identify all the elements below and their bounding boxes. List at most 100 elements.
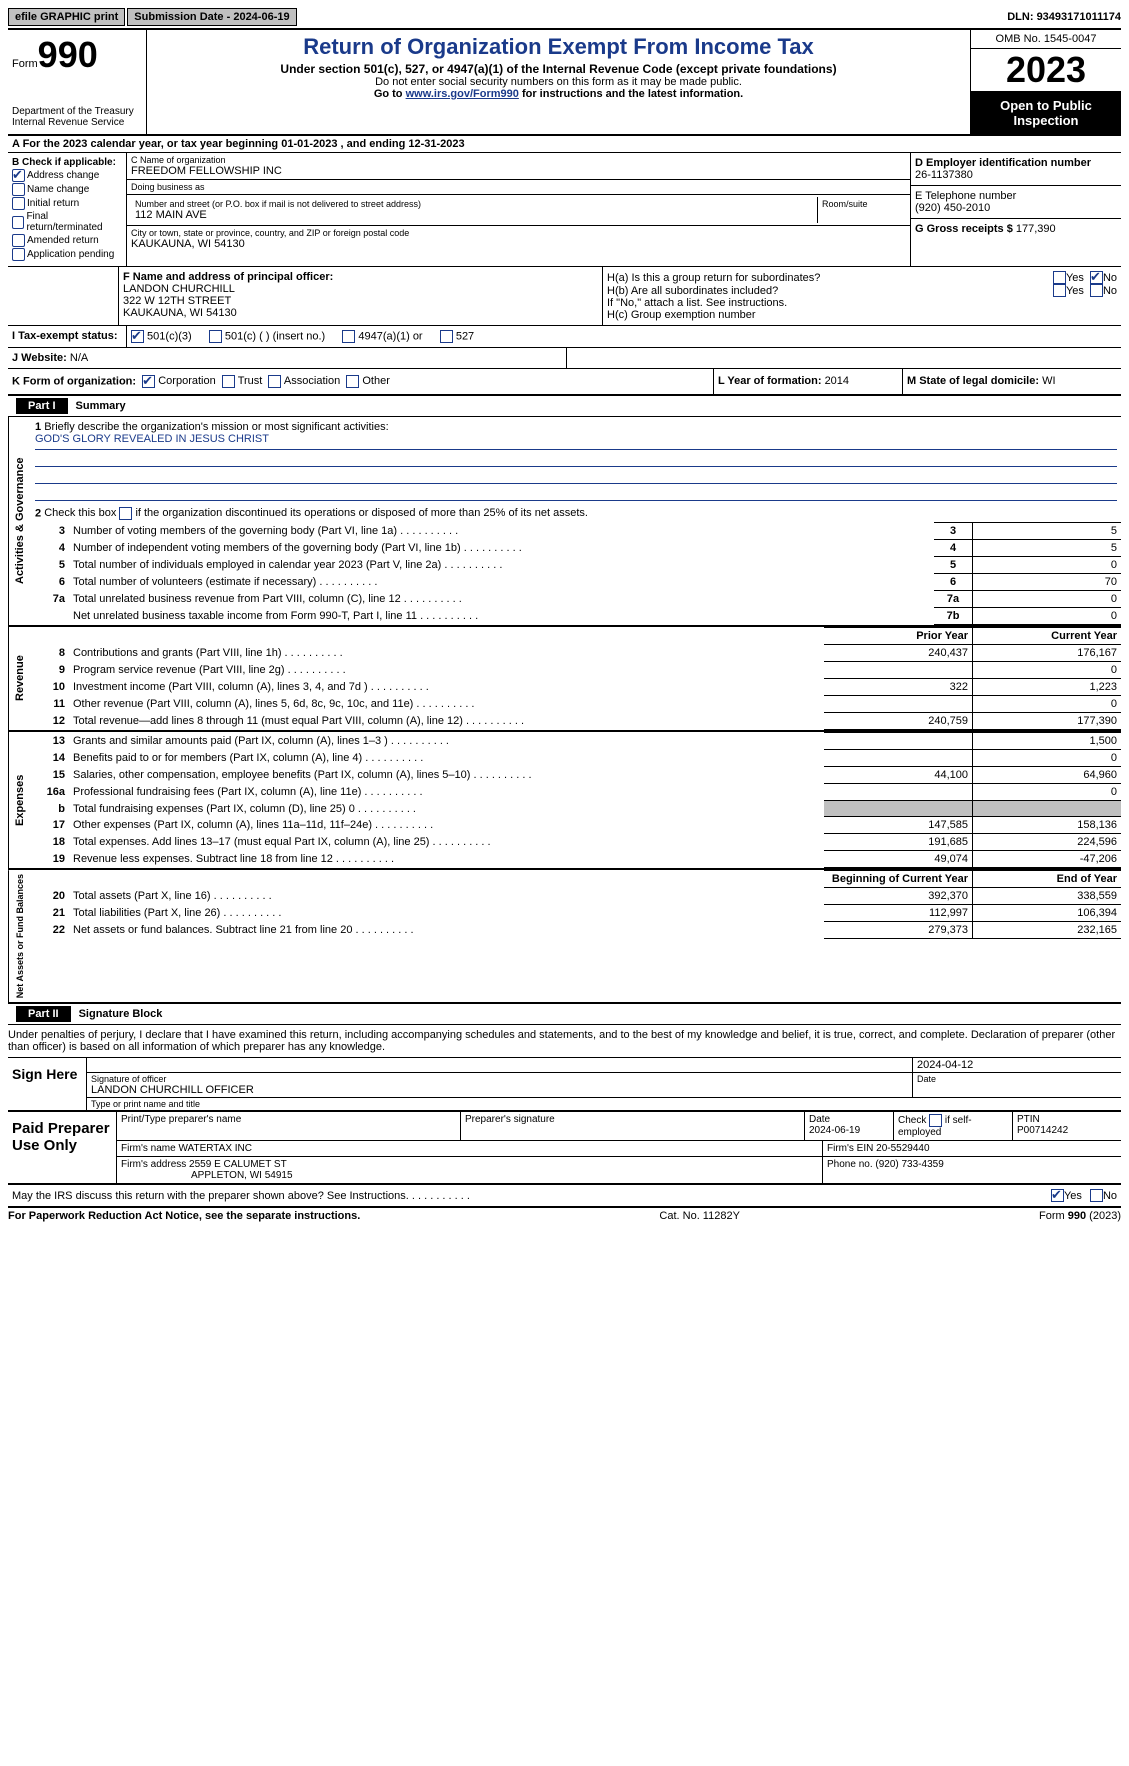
dba-lbl: Doing business as: [131, 182, 906, 192]
table-row: 12Total revenue—add lines 8 through 11 (…: [31, 713, 1121, 730]
form-org-opt: Other: [340, 375, 390, 387]
ha-yes-cbx[interactable]: [1053, 271, 1066, 284]
room-lbl: Room/suite: [822, 199, 902, 209]
ptin-val: P00714242: [1017, 1125, 1068, 1136]
city-lbl: City or town, state or province, country…: [131, 228, 906, 238]
year-formation-val: 2014: [825, 375, 849, 387]
table-row: 9Program service revenue (Part VIII, lin…: [31, 662, 1121, 679]
discuss-row: May the IRS discuss this return with the…: [8, 1185, 1121, 1208]
ha-no-cbx[interactable]: [1090, 271, 1103, 284]
section-bcd: B Check if applicable: Address changeNam…: [8, 153, 1121, 267]
discuss-no-cbx[interactable]: [1090, 1189, 1103, 1202]
sig-date-lbl: Date: [917, 1074, 1117, 1084]
tax-year: 2023: [971, 49, 1121, 92]
firm-addr-lbl: Firm's address: [121, 1159, 189, 1170]
table-row: 7aTotal unrelated business revenue from …: [31, 591, 1121, 608]
checkbox[interactable]: [12, 234, 25, 247]
checkbox[interactable]: [12, 248, 25, 261]
self-emp-cbx[interactable]: [929, 1114, 942, 1127]
box-b-item: Address change: [12, 169, 122, 182]
header-sub3: Go to www.irs.gov/Form990 for instructio…: [151, 88, 966, 100]
part1-header: Part I Summary: [8, 396, 1121, 417]
checkbox[interactable]: [12, 183, 25, 196]
checkbox[interactable]: [131, 330, 144, 343]
checkbox[interactable]: [268, 375, 281, 388]
irs-link[interactable]: www.irs.gov/Form990: [406, 88, 519, 100]
checkbox[interactable]: [12, 169, 25, 182]
part1-title: Summary: [76, 400, 126, 412]
part2-title: Signature Block: [79, 1008, 163, 1020]
box-c: C Name of organization FREEDOM FELLOWSHI…: [127, 153, 911, 266]
box-b: B Check if applicable: Address changeNam…: [8, 153, 127, 266]
sign-here-block: Sign Here 2024-04-12 Signature of office…: [8, 1058, 1121, 1112]
efile-btn[interactable]: efile GRAPHIC print: [8, 8, 125, 26]
section-fh: F Name and address of principal officer:…: [8, 267, 1121, 326]
governance-section: Activities & Governance 1 Briefly descri…: [8, 417, 1121, 627]
prep-name-lbl: Print/Type preparer's name: [117, 1112, 461, 1140]
officer-name: LANDON CHURCHILL: [123, 283, 598, 295]
ptin-lbl: PTIN: [1017, 1114, 1040, 1125]
prep-date-lbl: Date: [809, 1114, 830, 1125]
box-b-item: Application pending: [12, 248, 122, 261]
discuss-yes-cbx[interactable]: [1051, 1189, 1064, 1202]
ein-val: 26-1137380: [915, 169, 1117, 181]
checkbox[interactable]: [342, 330, 355, 343]
type-name-lbl: Type or print name and title: [91, 1099, 1117, 1109]
table-row: 22Net assets or fund balances. Subtract …: [31, 922, 1121, 939]
table-row: 8Contributions and grants (Part VIII, li…: [31, 645, 1121, 662]
tax-status-opt: 501(c)(3): [131, 330, 201, 343]
hb-lbl: H(b) Are all subordinates included?: [607, 285, 1053, 297]
checkbox[interactable]: [12, 197, 25, 210]
table-row: 14Benefits paid to or for members (Part …: [31, 750, 1121, 767]
discuss-text: May the IRS discuss this return with the…: [12, 1190, 1051, 1202]
receipts-val: 177,390: [1016, 223, 1056, 235]
form-footer: Form 990 (2023): [1039, 1210, 1121, 1222]
checkbox[interactable]: [142, 375, 155, 388]
phone-val: (920) 450-2010: [915, 202, 1117, 214]
expenses-table: 13Grants and similar amounts paid (Part …: [31, 732, 1121, 868]
state-domicile-lbl: M State of legal domicile:: [907, 375, 1042, 387]
line2-cbx[interactable]: [119, 507, 132, 520]
line1-lbl: Briefly describe the organization's miss…: [44, 421, 388, 433]
side-revenue: Revenue: [8, 627, 31, 730]
checkbox[interactable]: [440, 330, 453, 343]
checkbox[interactable]: [222, 375, 235, 388]
form-number: 990: [38, 34, 98, 75]
hb-no-cbx[interactable]: [1090, 284, 1103, 297]
row-klm: K Form of organization: Corporation Trus…: [8, 369, 1121, 396]
preparer-block: Paid Preparer Use Only Print/Type prepar…: [8, 1112, 1121, 1185]
line2-lbl: Check this box if the organization disco…: [44, 507, 588, 519]
box-b-title: B Check if applicable:: [12, 157, 122, 168]
part2-header: Part II Signature Block: [8, 1004, 1121, 1025]
self-employed: Check if self-employed: [894, 1112, 1013, 1140]
firm-name-lbl: Firm's name: [121, 1143, 178, 1154]
form-org-opt: Trust: [216, 375, 263, 387]
submission-date: Submission Date - 2024-06-19: [127, 8, 296, 26]
form-org-opt: Corporation: [139, 375, 216, 387]
expenses-section: Expenses 13Grants and similar amounts pa…: [8, 732, 1121, 870]
paperwork-notice: For Paperwork Reduction Act Notice, see …: [8, 1210, 360, 1222]
hb-yes-cbx[interactable]: [1053, 284, 1066, 297]
firm-name: WATERTAX INC: [178, 1143, 252, 1154]
firm-ein: 20-5529440: [876, 1143, 929, 1154]
side-expenses: Expenses: [8, 732, 31, 868]
website-lbl: J Website:: [12, 352, 70, 364]
part2-hdr: Part II: [16, 1006, 71, 1022]
street-val: 112 MAIN AVE: [135, 209, 813, 221]
perjury-statement: Under penalties of perjury, I declare th…: [8, 1025, 1121, 1058]
checkbox[interactable]: [346, 375, 359, 388]
sig-officer-lbl: Signature of officer: [91, 1074, 908, 1084]
checkbox[interactable]: [12, 216, 24, 229]
form-org-lbl: K Form of organization:: [12, 375, 136, 387]
hb-note: If "No," attach a list. See instructions…: [607, 297, 1117, 309]
checkbox[interactable]: [209, 330, 222, 343]
officer-city: KAUKAUNA, WI 54130: [123, 307, 598, 319]
prep-date: 2024-06-19: [809, 1125, 860, 1136]
ein-lbl: D Employer identification number: [915, 157, 1117, 169]
table-header: Prior YearCurrent Year: [31, 628, 1121, 645]
form-header: Form990 Department of the Treasury Inter…: [8, 30, 1121, 136]
year-formation-lbl: L Year of formation:: [718, 375, 825, 387]
preparer-lbl: Paid Preparer Use Only: [8, 1112, 117, 1183]
side-netassets: Net Assets or Fund Balances: [8, 870, 31, 1002]
table-row: 18Total expenses. Add lines 13–17 (must …: [31, 834, 1121, 851]
